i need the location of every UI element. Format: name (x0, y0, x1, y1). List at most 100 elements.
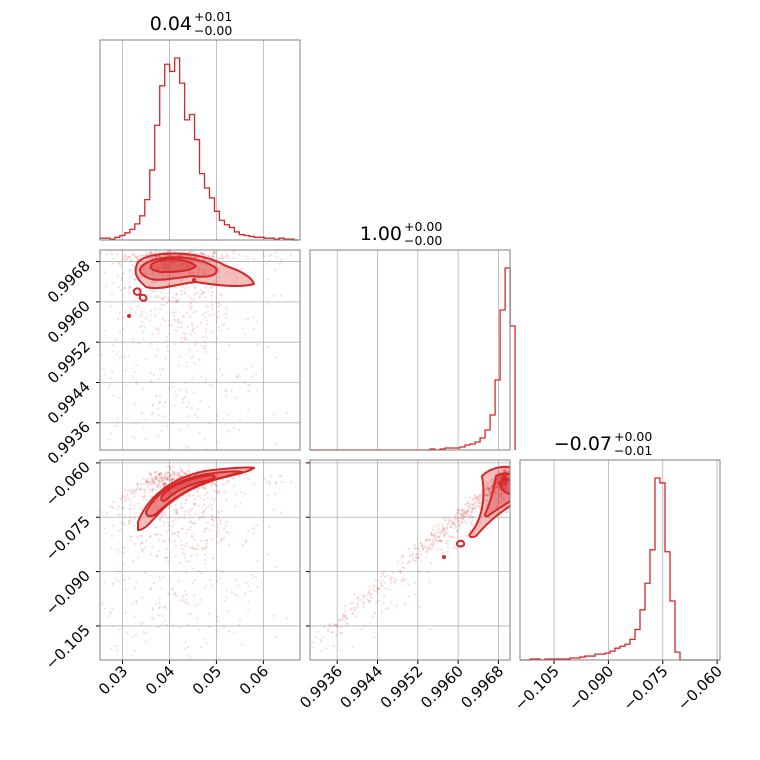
sample-point (496, 481, 499, 484)
sample-point (158, 518, 161, 521)
sample-point (129, 255, 132, 259)
sample-point (199, 399, 202, 403)
sample-point (135, 257, 138, 261)
sample-point (204, 507, 207, 511)
sample-point (153, 281, 156, 284)
sample-point (178, 475, 181, 478)
sample-point (227, 531, 230, 535)
sample-point (90, 407, 92, 409)
sample-point (155, 355, 158, 358)
sample-point (194, 255, 197, 259)
sample-point (124, 588, 127, 591)
sample-point (462, 516, 465, 519)
sample-point (332, 644, 336, 648)
sample-point (424, 545, 427, 548)
sample-point (167, 283, 170, 287)
sample-point (156, 479, 159, 482)
sample-point (194, 413, 197, 416)
sample-point (208, 383, 212, 386)
sample-point (179, 388, 182, 392)
sample-point (504, 488, 507, 491)
sample-point (502, 468, 505, 472)
sample-point (145, 539, 148, 542)
sample-point (500, 476, 503, 479)
sample-point (215, 579, 218, 583)
sample-point (162, 266, 165, 269)
sample-point (203, 547, 206, 550)
sample-point (124, 253, 127, 256)
sample-point (484, 488, 488, 491)
sample-point (190, 406, 193, 409)
sample-point (491, 482, 494, 485)
y-tick-label: 0.9968 (44, 257, 94, 307)
sample-point (203, 316, 206, 319)
sample-point (503, 475, 506, 478)
sample-point (165, 335, 169, 338)
sample-point (429, 562, 432, 565)
sample-point (351, 612, 355, 615)
sample-point (437, 535, 440, 538)
sample-point (363, 624, 366, 628)
y-tick-label: −0.075 (42, 512, 94, 564)
sample-point (252, 315, 255, 318)
sample-point (174, 300, 178, 304)
sample-point (202, 257, 205, 261)
sample-point (501, 475, 504, 478)
sample-point (444, 541, 447, 544)
sample-point (464, 503, 467, 506)
sample-point (502, 475, 505, 478)
sample-point (499, 476, 502, 479)
sample-point (215, 320, 218, 323)
sample-point (362, 594, 366, 598)
sample-point (216, 414, 219, 417)
sample-point (153, 314, 157, 317)
sample-point (396, 560, 399, 563)
x-tick-label: 0.9936 (296, 662, 346, 712)
sample-point (500, 493, 503, 496)
sample-point (414, 547, 417, 550)
sample-point (243, 492, 246, 495)
sample-point (421, 545, 424, 548)
sample-point (208, 578, 212, 582)
sample-point (204, 487, 207, 490)
sample-point (168, 490, 172, 493)
sample-point (218, 368, 221, 371)
sample-point (154, 394, 158, 398)
sample-point (474, 495, 477, 498)
sample-point (172, 475, 176, 478)
sample-point (415, 556, 418, 560)
sample-point (196, 408, 199, 411)
sample-point (468, 516, 471, 519)
sample-point (184, 640, 187, 644)
sample-point (172, 479, 175, 482)
sample-point (154, 255, 158, 258)
sample-point (201, 252, 204, 256)
sample-point (446, 522, 449, 525)
sample-point (163, 266, 166, 269)
sample-point (338, 619, 341, 622)
sample-point (496, 482, 500, 485)
sample-point (204, 558, 207, 562)
sample-point (133, 524, 136, 528)
sample-point (176, 300, 179, 303)
sample-point (476, 498, 480, 501)
sample-point (202, 253, 205, 256)
sample-point (218, 275, 221, 279)
sample-point (123, 258, 127, 261)
sample-point (188, 482, 192, 485)
sample-point (199, 496, 202, 499)
sample-point (156, 326, 159, 330)
sample-point (132, 559, 135, 563)
sample-point (158, 368, 162, 371)
panel-param1-param3 (99, 459, 301, 661)
sample-point (131, 253, 134, 256)
sample-point (268, 525, 271, 528)
sample-point (166, 474, 169, 477)
sample-point (204, 527, 207, 530)
sample-point (188, 520, 191, 523)
sample-point (245, 318, 248, 321)
sample-point (168, 319, 171, 322)
sample-point (232, 477, 235, 480)
sample-point (186, 263, 189, 266)
sample-point (90, 593, 92, 595)
